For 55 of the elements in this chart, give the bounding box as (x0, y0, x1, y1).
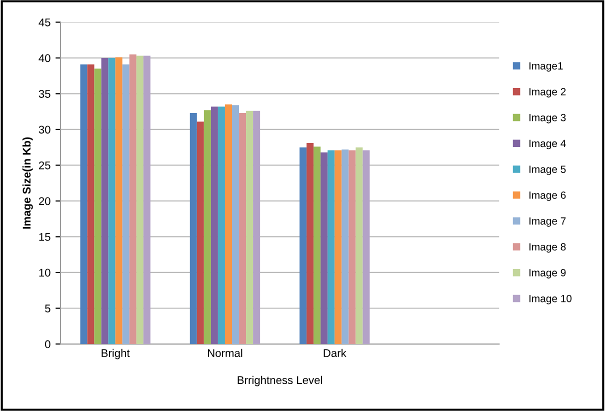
y-tick-label: 25 (38, 161, 50, 170)
bar (232, 105, 240, 344)
bar (348, 150, 356, 344)
bar (196, 122, 204, 344)
legend-label: Image 2 (529, 88, 566, 98)
y-tick-label: 40 (38, 54, 50, 62)
bar (101, 58, 108, 344)
bar (87, 64, 94, 344)
bar (362, 150, 370, 344)
legend-label: Image 10 (529, 294, 572, 304)
y-tick-label: 20 (38, 197, 50, 206)
bar (239, 113, 246, 344)
legend-label: Image 8 (529, 243, 566, 253)
y-tick-label: 0 (45, 340, 50, 348)
bar (300, 147, 307, 344)
legend-label: Image1 (529, 62, 563, 72)
legend-label: Image 7 (529, 217, 566, 227)
bar (136, 56, 144, 344)
y-tick-label: 30 (38, 126, 50, 134)
y-tick-label: 45 (38, 18, 50, 26)
bar (210, 106, 218, 344)
x-tick-label: Dark (324, 348, 346, 358)
bar (314, 146, 321, 344)
legend-label: Image 6 (529, 191, 566, 201)
bar (342, 149, 349, 344)
bar (246, 110, 254, 344)
bar (129, 54, 136, 344)
x-tick-label: Bright (102, 348, 130, 360)
legend-label: Image 4 (529, 140, 566, 150)
bar (94, 68, 102, 344)
bar (190, 113, 197, 344)
x-tick-label: Normal (208, 348, 242, 358)
bar (320, 152, 328, 344)
bar (115, 57, 122, 344)
y-tick-label: 15 (39, 233, 50, 241)
bar (143, 56, 150, 344)
y-tick-label: 5 (45, 304, 50, 312)
bar (253, 110, 260, 344)
legend-label: Image 5 (529, 166, 566, 176)
bar (356, 147, 363, 344)
y-axis-title: Image Size(in Kb) (22, 137, 33, 229)
y-tick-label: 35 (38, 90, 50, 98)
bar (224, 104, 232, 344)
bar (80, 64, 88, 344)
bar (204, 110, 211, 344)
bar (334, 150, 342, 344)
bar (218, 106, 225, 344)
bar (108, 58, 116, 344)
legend-label: Image 3 (529, 114, 566, 124)
bar (306, 143, 314, 344)
x-axis-title: Brrightness Level (238, 376, 322, 386)
bar (328, 150, 335, 344)
bar (122, 64, 130, 344)
y-tick-label: 10 (39, 268, 50, 277)
legend-label: Image 9 (529, 269, 566, 278)
